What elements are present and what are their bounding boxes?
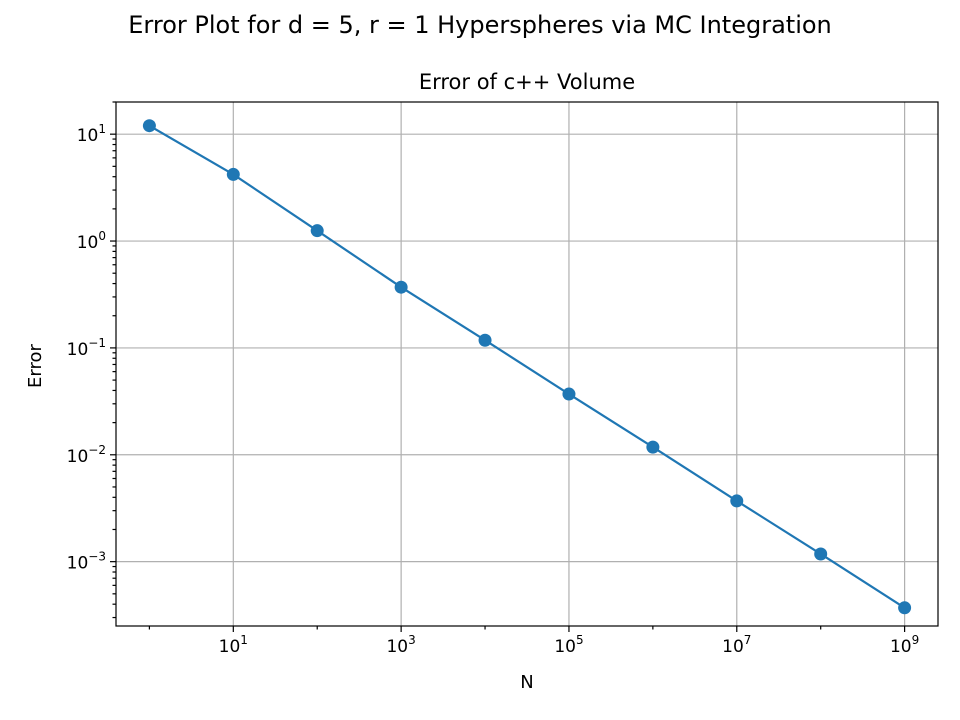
y-tick-label: 101 — [77, 122, 106, 146]
x-axis-label: N — [520, 672, 533, 693]
data-point — [310, 224, 324, 238]
data-point — [226, 167, 240, 181]
y-tick-label: 10−3 — [67, 550, 106, 574]
y-tick-label: 10−2 — [67, 443, 106, 467]
y-tick-label: 100 — [77, 229, 106, 253]
grid-lines — [116, 102, 938, 626]
ticks: 101 103 105 107 109 101 100 10−1 10−2 10−3 — [67, 101, 919, 657]
axes-frame — [115, 101, 939, 627]
series-line — [148, 124, 906, 609]
chart-title: Error of c++ Volume — [419, 70, 635, 94]
x-tick-label: 107 — [722, 633, 751, 657]
data-point — [646, 440, 660, 454]
data-point — [142, 119, 156, 133]
figure-suptitle: Error Plot for d = 5, r = 1 Hyperspheres… — [128, 11, 832, 39]
data-point — [730, 494, 744, 508]
data-point — [562, 387, 576, 401]
x-tick-label: 103 — [386, 633, 415, 657]
x-tick-label: 101 — [219, 633, 248, 657]
data-point — [478, 333, 492, 347]
y-axis-label: Error — [25, 343, 46, 387]
x-tick-label: 105 — [554, 633, 583, 657]
data-point — [898, 601, 912, 615]
y-tick-label: 10−1 — [67, 336, 106, 360]
data-point — [814, 547, 828, 561]
data-point — [394, 280, 408, 294]
series-layer — [142, 119, 912, 615]
plot-area: 101 103 105 107 109 101 100 10−1 10−2 10−3 — [67, 101, 939, 657]
x-tick-label: 109 — [890, 633, 919, 657]
